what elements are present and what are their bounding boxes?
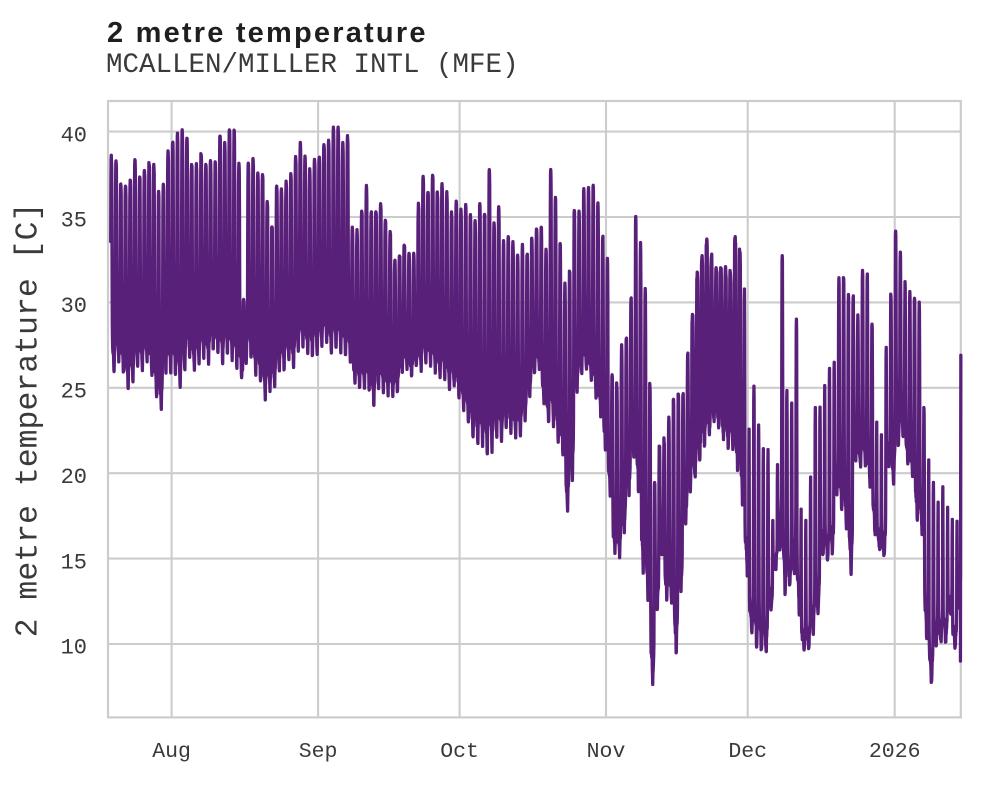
svg-text:2 metre temperature: 2 metre temperature [107, 17, 428, 49]
svg-text:Oct: Oct [440, 740, 479, 764]
svg-text:25: 25 [61, 380, 87, 405]
svg-text:2026: 2026 [869, 740, 921, 764]
svg-text:15: 15 [61, 550, 87, 575]
svg-text:10: 10 [61, 636, 87, 661]
svg-text:MCALLEN/MILLER INTL (MFE): MCALLEN/MILLER INTL (MFE) [106, 50, 519, 81]
svg-text:2 metre temperature [C]: 2 metre temperature [C] [12, 203, 47, 638]
svg-text:40: 40 [61, 123, 87, 148]
svg-text:Aug: Aug [152, 740, 191, 764]
svg-text:35: 35 [61, 209, 87, 234]
svg-text:Sep: Sep [299, 740, 338, 764]
svg-text:Nov: Nov [587, 740, 626, 764]
svg-text:Dec: Dec [728, 740, 767, 764]
svg-text:30: 30 [61, 294, 87, 319]
svg-text:20: 20 [61, 465, 87, 490]
